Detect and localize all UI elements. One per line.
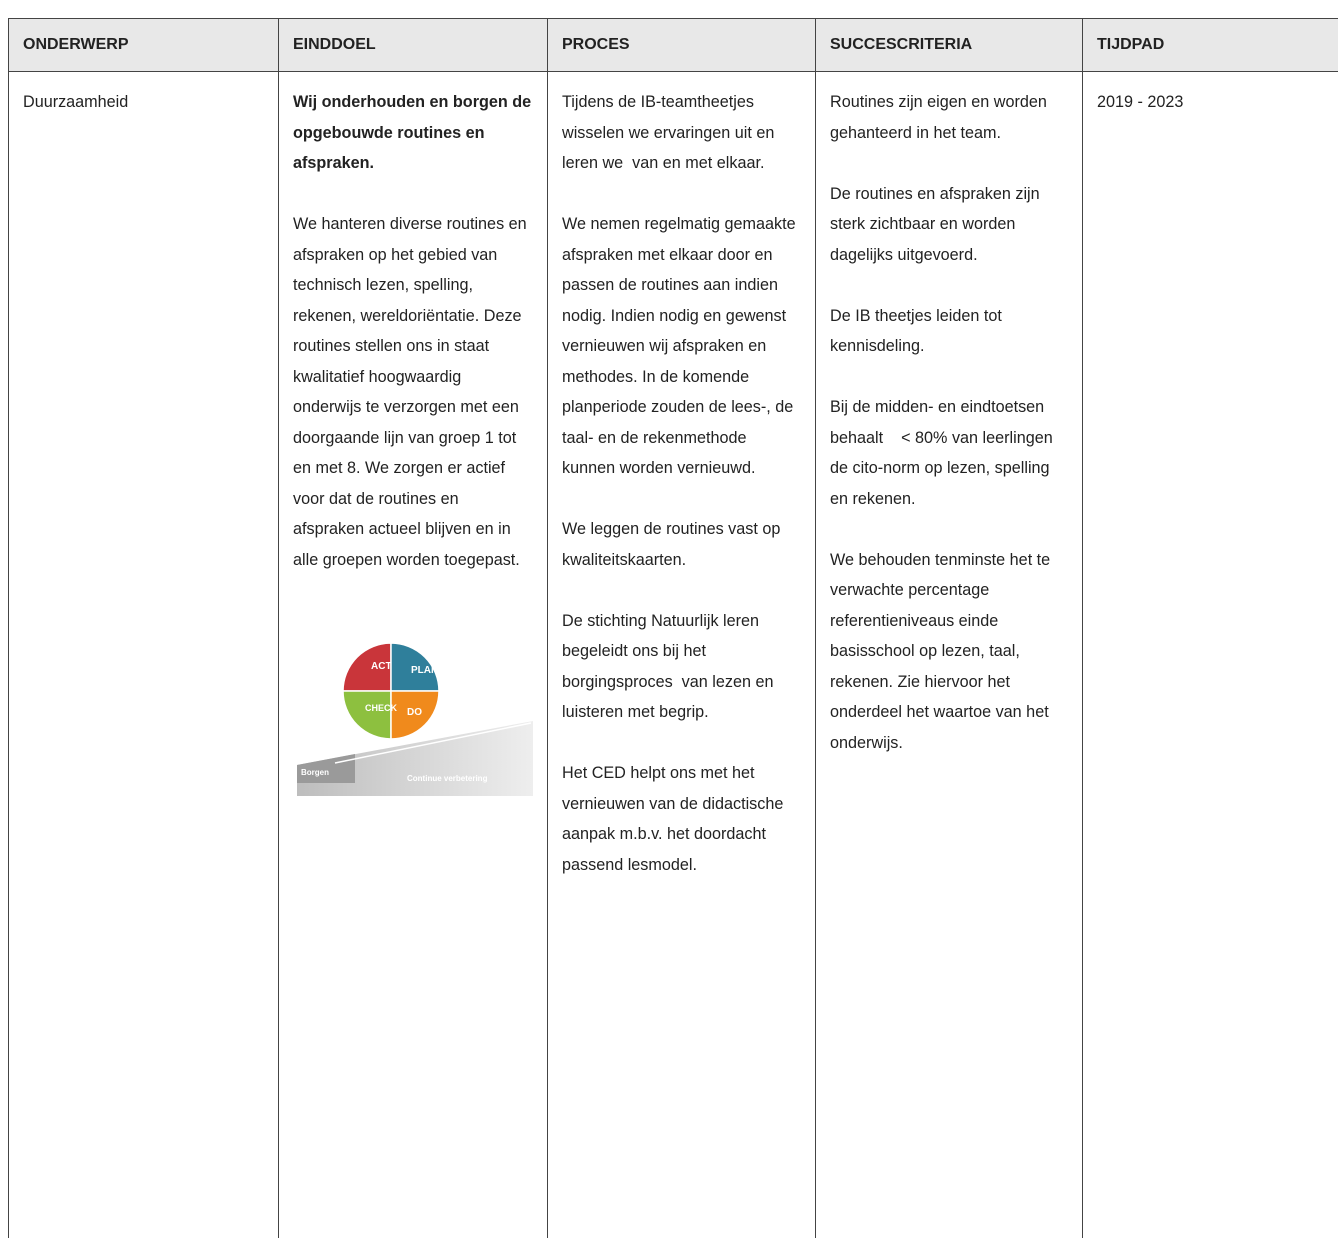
cell-paragraph: 2019 - 2023 xyxy=(1097,93,1184,111)
slope xyxy=(297,721,533,796)
pdca-quadrant xyxy=(390,642,440,692)
header-cell: ONDERWERP xyxy=(8,18,279,72)
plan-table: ONDERWERP EINDDOEL PROCES SUCCESCRITERIA TIJ… xyxy=(8,18,1338,1238)
cell-paragraph: Tijdens de IB-teamtheetjes wisselen we e… xyxy=(562,93,779,172)
table-wrap: ONDERWERP EINDDOEL PROCES SUCCESCRITERIA TIJ… xyxy=(8,18,1338,1238)
body-cell: 2019 - 2023 xyxy=(1082,71,1338,1238)
cell-paragraph: De stichting Natuurlijk leren begeleidt … xyxy=(562,611,778,722)
pdca-label: ACT xyxy=(371,661,392,672)
pdca-label: CHECK xyxy=(365,703,398,713)
header-cell: EINDDOEL xyxy=(278,18,548,72)
cell-paragraph: We behouden tenminste het te verwachte p… xyxy=(830,550,1055,752)
cell-paragraph: We nemen regelmatig gemaakte afspraken m… xyxy=(562,215,801,477)
pdca-quadrant xyxy=(390,690,440,740)
body-cell: Routines zijn eigen en worden gehanteerd… xyxy=(815,71,1083,1238)
pdca-quadrant xyxy=(342,642,392,692)
cell-paragraph: De routines en afspraken zijn sterk zich… xyxy=(830,184,1045,264)
cell-paragraph: De IB theetjes leiden tot kennisdeling. xyxy=(830,306,1007,356)
slope-arrow xyxy=(334,722,532,764)
body-cell: Tijdens de IB-teamtheetjes wisselen we e… xyxy=(547,71,816,1238)
header-cell: SUCCESCRITERIA xyxy=(815,18,1083,72)
cell-paragraph: We hanteren diverse routines en afsprake… xyxy=(293,215,532,569)
table-body: Duurzaamheid Wij onderhouden en borgen de… xyxy=(8,71,1338,1238)
cell-paragraph: Duurzaamheid xyxy=(23,93,129,111)
pdca-label: Continue verbetering xyxy=(407,774,488,783)
pdca-label: PLAN xyxy=(411,665,438,676)
body-row: Duurzaamheid Wij onderhouden en borgen de… xyxy=(8,71,1338,1238)
cell-paragraph: Routines zijn eigen en worden gehanteerd… xyxy=(830,93,1052,142)
cell-paragraph: Het CED helpt ons met het vernieuwen van… xyxy=(562,764,788,874)
cell-paragraph: Wij onderhouden en borgen de opgebouwde … xyxy=(293,93,536,172)
body-cell: Wij onderhouden en borgen de opgebouwde … xyxy=(278,71,548,1238)
pdca-label: DO xyxy=(407,707,422,718)
pdca-figure: ACT PLAN CHECK DO Borgen Continue verbetering xyxy=(297,642,533,796)
header-cell: PROCES xyxy=(547,18,816,72)
header-cell: TIJDPAD xyxy=(1082,18,1338,72)
pdca-label: Borgen xyxy=(301,768,329,777)
body-cell: Duurzaamheid xyxy=(8,71,279,1238)
pdca-quadrant xyxy=(342,690,392,740)
cell-paragraph: We leggen de routines vast op kwaliteits… xyxy=(562,520,785,569)
cell-paragraph: Bij de midden- en eindtoetsen behaalt < … xyxy=(830,398,1058,508)
header-row: ONDERWERP EINDDOEL PROCES SUCCESCRITERIA TIJ… xyxy=(8,18,1338,72)
